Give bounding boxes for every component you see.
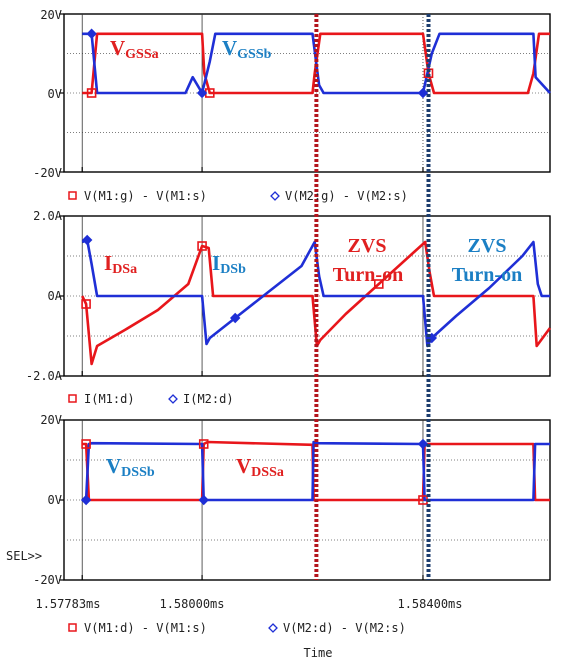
marker-square [198, 439, 209, 449]
p3-ytick-top: 20V [40, 413, 62, 427]
marker-square [197, 241, 207, 251]
legend-square-icon [68, 394, 77, 403]
label-vgssb: VGSSb [222, 36, 272, 62]
p2-ytick-bot: -2.0A [26, 369, 63, 383]
legend-panel-1: V(M1:g) - V(M1:s) V(M2:g) - V(M2:s) [68, 189, 408, 203]
marker-diamond [86, 28, 97, 39]
trace-m1-panel-1 [82, 32, 550, 95]
legend-item-m2: I(M2:d) [183, 392, 234, 406]
xtick-3: 1.58400ms [397, 597, 462, 611]
label-zvs-1-line1: ZVS [348, 235, 387, 257]
marker-square [81, 439, 91, 449]
legend-square-icon [68, 623, 77, 632]
legend-item-m1: I(M1:d) [84, 392, 135, 406]
legend-item-m2: V(M2:g) - V(M2:s) [285, 189, 408, 203]
legend-item-m2: V(M2:d) - V(M2:s) [283, 621, 406, 635]
marker-square [81, 299, 91, 309]
label-vdssb: VDSSb [106, 454, 155, 480]
marker-square [86, 88, 97, 98]
label-idsb: IDSb [212, 251, 246, 277]
p3-ytick-bot: -20V [33, 573, 62, 587]
marker-diamond [196, 87, 208, 99]
legend-panel-3: V(M1:d) - V(M1:s) V(M2:d) - V(M2:s) [68, 621, 406, 635]
legend-item-m1: V(M1:d) - V(M1:s) [84, 621, 207, 635]
sel-marker: SEL>> [6, 549, 42, 563]
marker-diamond [81, 234, 93, 246]
xtick-2: 1.58000ms [159, 597, 224, 611]
marker-diamond [417, 438, 429, 450]
p2-ytick-top: 2.0A [33, 209, 63, 223]
label-zvs-2-line2: Turn-on [452, 264, 522, 286]
p1-ytick-bot: -20V [33, 166, 62, 180]
label-zvs-1-line2: Turn-on [333, 264, 403, 286]
trace-m2-panel-1 [82, 32, 551, 95]
label-zvs-2-line1: ZVS [468, 235, 507, 257]
label-idsa: IDSa [104, 251, 137, 277]
p3-ytick-mid: 0V [48, 493, 62, 507]
legend-diamond-icon [168, 394, 178, 404]
marker-diamond [417, 87, 429, 99]
legend-panel-2: I(M1:d) I(M2:d) [68, 392, 234, 406]
trace-m2-panel-2 [81, 238, 550, 348]
legend-item-m1: V(M1:g) - V(M1:s) [84, 189, 207, 203]
label-vdssa: VDSSa [236, 454, 284, 480]
marker-diamond [229, 312, 241, 324]
marker-diamond [198, 494, 209, 506]
p2-ytick-mid: 0A [48, 289, 63, 303]
p1-ytick-top: 20V [40, 8, 62, 22]
xtick-1: 1.57783ms [35, 597, 100, 611]
x-axis-label: Time [304, 646, 333, 660]
legend-diamond-icon [268, 623, 278, 633]
p1-ytick-mid: 0V [48, 87, 62, 101]
marker-diamond [80, 494, 92, 506]
legend-square-icon [68, 191, 77, 200]
legend-diamond-icon [270, 191, 280, 201]
marker-square [373, 279, 384, 289]
label-vgssa: VGSSa [110, 36, 159, 62]
